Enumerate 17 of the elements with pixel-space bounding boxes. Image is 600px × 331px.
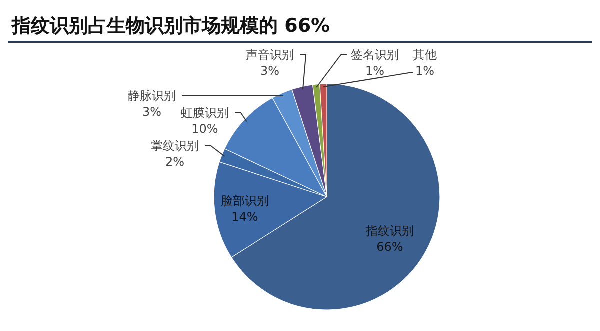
data-label: 66% <box>376 240 404 254</box>
slice-label: 脸部识别 <box>221 194 269 208</box>
slice-label: 其他 <box>413 48 437 62</box>
data-label: 3% <box>260 64 280 78</box>
slice-label: 声音识别 <box>246 48 294 62</box>
data-label: 1% <box>365 64 385 78</box>
slice-label: 掌纹识别 <box>151 139 199 153</box>
data-label: 10% <box>192 122 218 136</box>
data-label: 2% <box>165 155 185 169</box>
slice-label: 签名识别 <box>351 48 399 62</box>
slice-label: 指纹识别 <box>365 224 414 238</box>
data-label: 3% <box>142 105 162 119</box>
data-label: 1% <box>415 64 435 78</box>
slice-label: 静脉识别 <box>128 89 176 103</box>
slice-label: 虹膜识别 <box>181 106 229 120</box>
chart-title: 指纹识别占生物识别市场规模的 66% <box>11 15 330 37</box>
data-label: 14% <box>232 210 258 224</box>
